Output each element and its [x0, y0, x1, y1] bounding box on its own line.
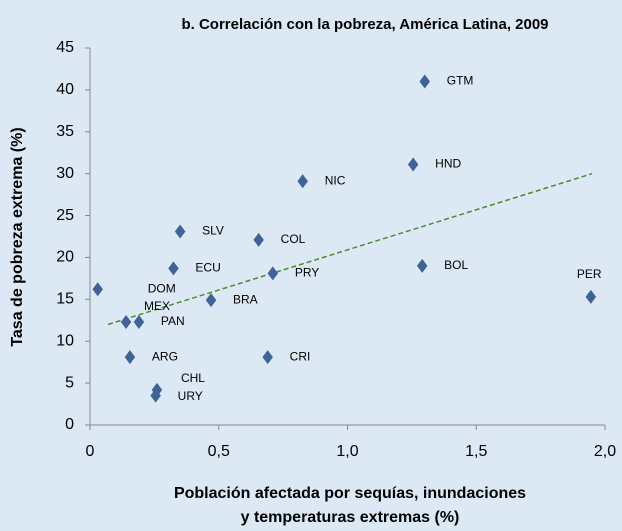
point	[120, 314, 132, 329]
x-tick-label: 1,0	[336, 443, 358, 460]
point-label: PAN	[161, 314, 185, 328]
point-label: PER	[577, 267, 602, 281]
x-tick-label: 0,5	[208, 443, 230, 460]
point	[407, 157, 419, 172]
point	[205, 293, 217, 308]
y-tick-label: 45	[56, 39, 74, 56]
y-tick-label: 5	[65, 374, 74, 391]
point-label: DOM	[148, 281, 176, 295]
point	[253, 232, 264, 247]
x-tick-label: 0	[86, 443, 95, 460]
y-tick-label: 10	[56, 332, 74, 349]
point-label: URY	[178, 389, 203, 403]
point	[267, 266, 279, 281]
y-axis-label: Tasa de pobreza extrema (%)	[9, 127, 26, 346]
x-axis-label: Población afectada por sequías, inundaci…	[174, 485, 526, 502]
point-label: CHL	[181, 371, 205, 385]
point-label: HND	[435, 157, 461, 171]
point	[133, 314, 145, 329]
y-tick-label: 25	[56, 207, 74, 224]
y-tick-label: 0	[65, 416, 74, 433]
y-tick-label: 40	[56, 81, 74, 98]
y-tick-label: 15	[56, 291, 74, 308]
point-label: BOL	[444, 258, 468, 272]
point-label: BRA	[233, 292, 258, 306]
point-label: PRY	[295, 266, 319, 280]
point-label: NIC	[325, 173, 346, 187]
point	[297, 174, 308, 189]
x-axis-label: y temperaturas extremas (%)	[241, 509, 460, 526]
point-label: COL	[281, 232, 306, 246]
point-label: ARG	[152, 349, 178, 363]
point-label: ECU	[195, 261, 220, 275]
chart-title: b. Correlación con la pobreza, América L…	[181, 16, 548, 33]
point	[419, 74, 430, 89]
point	[174, 224, 186, 239]
point	[168, 261, 179, 276]
point	[150, 388, 161, 403]
y-tick-label: 35	[56, 123, 74, 140]
y-tick-label: 20	[56, 249, 74, 266]
trendline	[107, 172, 593, 326]
x-tick-label: 2,0	[594, 443, 616, 460]
point	[262, 350, 273, 365]
point	[416, 258, 428, 273]
point	[124, 350, 136, 365]
point-label: GTM	[447, 74, 474, 88]
x-tick-label: 1,5	[465, 443, 487, 460]
point	[92, 282, 103, 297]
point	[585, 289, 597, 304]
point-label: MEX	[144, 299, 170, 313]
point-label: SLV	[202, 224, 224, 238]
point-label: CRI	[290, 349, 311, 363]
y-tick-label: 30	[56, 165, 74, 182]
